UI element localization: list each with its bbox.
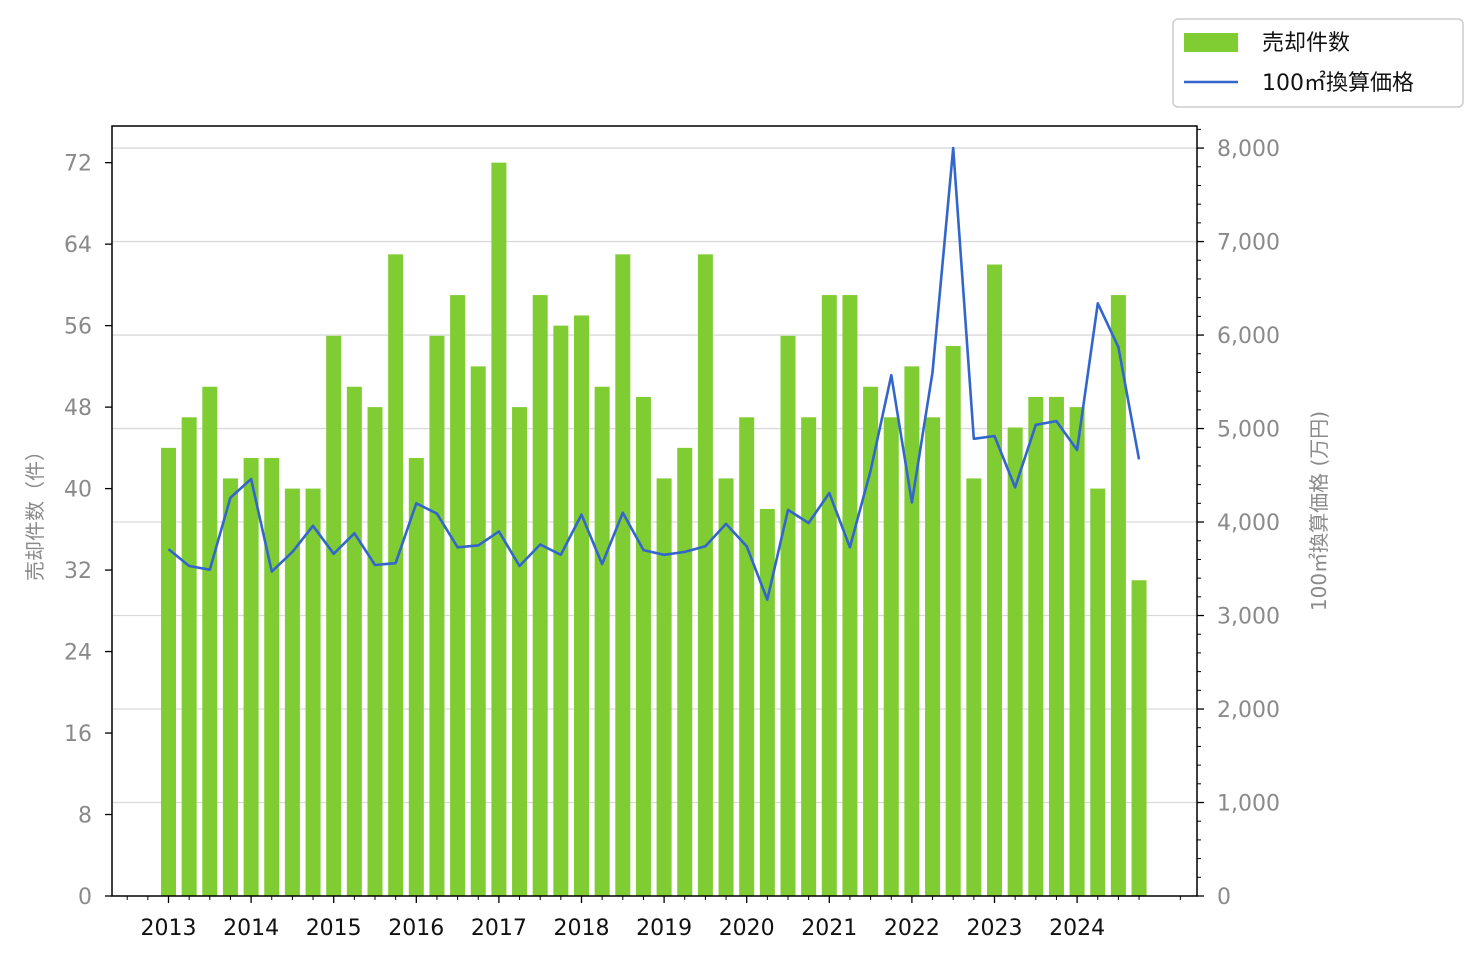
bar <box>202 386 218 896</box>
x-axis: 2013 2014 2015 2016 2017 2018 2019 2020 2021 2022… <box>126 896 1181 941</box>
bar <box>532 295 548 896</box>
bar <box>553 325 569 896</box>
bar <box>697 254 713 897</box>
bar <box>780 335 796 896</box>
bar <box>966 478 982 896</box>
bar <box>1048 396 1064 896</box>
bar <box>1090 488 1106 896</box>
bar <box>326 335 342 896</box>
bar <box>264 458 280 896</box>
x-tick-label: 2018 <box>554 916 610 941</box>
bar <box>821 295 837 896</box>
plot-frame <box>111 125 1198 897</box>
right-tick-label: 3,000 <box>1217 605 1280 630</box>
x-tick-label: 2014 <box>223 916 279 941</box>
bar <box>656 478 672 896</box>
right-tick-label: 4,000 <box>1217 511 1280 536</box>
bar <box>677 447 693 896</box>
x-tick-label: 2019 <box>636 916 692 941</box>
x-tick-label: 2013 <box>141 916 197 941</box>
bar <box>718 478 734 896</box>
legend-box <box>1172 18 1464 108</box>
bar <box>181 417 197 896</box>
bar <box>388 254 404 897</box>
right-axis-title: 100㎡換算価格 (万円) <box>1307 411 1331 611</box>
bar <box>1131 580 1147 896</box>
left-tick-label: 24 <box>64 641 92 666</box>
left-tick-label: 40 <box>64 478 92 503</box>
bar <box>1028 396 1044 896</box>
right-tick-label: 7,000 <box>1217 231 1280 256</box>
right-tick-label: 8,000 <box>1217 137 1280 162</box>
bar <box>346 386 362 896</box>
right-tick-label: 5,000 <box>1217 418 1280 443</box>
legend-bar-label: 売却件数 <box>1262 31 1350 56</box>
bar <box>450 295 466 896</box>
left-tick-label: 72 <box>64 152 92 177</box>
x-tick-label: 2022 <box>884 916 940 941</box>
x-tick-label: 2015 <box>306 916 362 941</box>
bar <box>759 508 775 896</box>
left-tick-label: 48 <box>64 396 92 421</box>
x-tick-label: 2021 <box>801 916 857 941</box>
bar <box>367 407 383 896</box>
x-tick-label: 2017 <box>471 916 527 941</box>
bar <box>429 335 445 896</box>
bar <box>635 396 651 896</box>
bar <box>161 447 176 896</box>
bar <box>801 417 817 896</box>
bar <box>842 295 858 896</box>
bar <box>512 407 528 896</box>
x-tick-label: 2023 <box>967 916 1023 941</box>
bar <box>863 386 879 896</box>
bar-series-sales-count <box>161 162 1147 897</box>
left-tick-label: 0 <box>78 885 92 910</box>
bar <box>883 417 899 896</box>
left-tick-label: 32 <box>64 559 92 584</box>
bar <box>408 458 424 896</box>
bar <box>491 162 507 896</box>
left-tick-label: 8 <box>78 804 92 829</box>
right-tick-label: 2,000 <box>1217 698 1280 723</box>
bar <box>945 346 961 896</box>
bar <box>739 417 755 896</box>
bar <box>1110 295 1126 896</box>
bar <box>243 458 259 896</box>
right-tick-label: 0 <box>1217 885 1231 910</box>
bar <box>615 254 631 897</box>
line-series-price <box>167 146 1141 601</box>
legend-line-label: 100㎡換算価格 <box>1262 70 1414 96</box>
right-tick-label: 1,000 <box>1217 792 1280 817</box>
left-axis-title: 売却件数（件） <box>23 441 47 581</box>
legend-bar-swatch <box>1184 33 1238 52</box>
bar <box>284 488 300 896</box>
bar <box>1069 407 1085 896</box>
right-tick-label: 6,000 <box>1217 324 1280 349</box>
bar <box>1007 427 1023 896</box>
legend: 売却件数 100㎡換算価格 <box>1172 18 1464 108</box>
left-tick-label: 64 <box>64 233 92 258</box>
bar <box>594 386 610 896</box>
bar <box>904 366 920 896</box>
x-tick-label: 2016 <box>388 916 444 941</box>
bar <box>987 264 1002 896</box>
bar <box>574 315 589 896</box>
x-tick-label: 2024 <box>1049 916 1105 941</box>
bar <box>925 417 941 896</box>
bar <box>470 366 486 896</box>
left-tick-label: 56 <box>64 315 92 340</box>
x-tick-label: 2020 <box>719 916 775 941</box>
bar <box>305 488 321 896</box>
bar <box>222 478 238 896</box>
left-tick-label: 16 <box>64 722 92 747</box>
right-y-axis: 0 1,000 2,000 3,000 4,000 5,000 6,000 7,000 8,00… <box>1197 128 1280 910</box>
left-y-axis: 0 8 16 24 32 40 48 56 64 72 <box>64 152 112 910</box>
